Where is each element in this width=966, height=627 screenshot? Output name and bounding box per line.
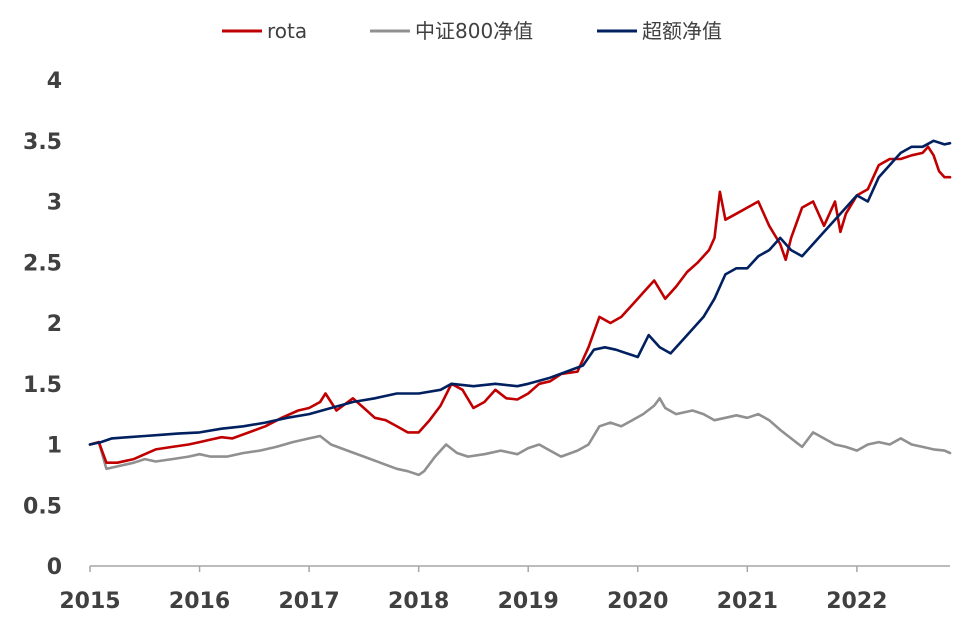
x-tick-label: 2019 [498, 589, 559, 614]
y-tick-label: 3 [47, 191, 62, 216]
series-line-2 [88, 139, 952, 446]
y-tick-label: 1 [47, 434, 62, 459]
series-lines [88, 139, 952, 477]
y-tick-label: 2 [47, 312, 62, 337]
x-tick-label: 2017 [278, 589, 339, 614]
y-tick-label: 2.5 [23, 251, 62, 276]
series-line-0 [88, 145, 952, 465]
x-axis-ticks: 2015 2016 2017 2018 2019 2020 2021 2022 [59, 566, 887, 614]
x-tick-label: 2016 [169, 589, 230, 614]
x-tick-label: 2015 [59, 589, 120, 614]
y-tick-label: 0.5 [23, 494, 62, 519]
legend: rota 中证800净值 超额净值 [222, 19, 722, 43]
x-tick-label: 2020 [607, 589, 668, 614]
y-tick-label: 1.5 [23, 373, 62, 398]
legend-label-2: 超额净值 [642, 19, 722, 43]
legend-label-0: rota [267, 19, 307, 43]
x-tick-label: 2022 [826, 589, 887, 614]
y-tick-label: 0 [47, 555, 62, 580]
y-tick-label: 3.5 [23, 130, 62, 155]
x-tick-label: 2018 [388, 589, 449, 614]
y-tick-label: 4 [47, 69, 62, 94]
series-line-1 [88, 396, 952, 477]
x-tick-label: 2021 [717, 589, 778, 614]
legend-label-1: 中证800净值 [415, 19, 533, 43]
y-axis-tick-labels: 0 0.5 1 1.5 2 2.5 3 3.5 4 [23, 69, 62, 580]
